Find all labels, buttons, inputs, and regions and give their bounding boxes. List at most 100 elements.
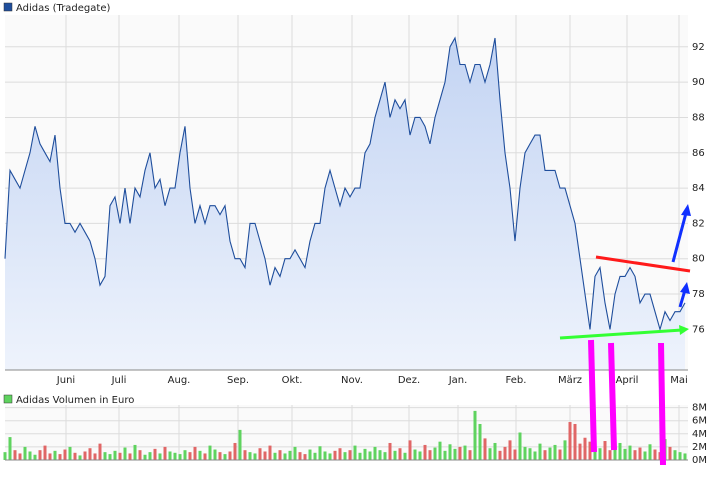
- volume-bar: [13, 450, 17, 460]
- arrow-head: [681, 204, 691, 216]
- volume-bar: [653, 449, 657, 460]
- x-tick-label: Juli: [111, 375, 127, 386]
- volume-bar: [633, 450, 637, 460]
- volume-bar: [128, 453, 132, 460]
- volume-bar: [433, 447, 437, 460]
- volume-bar: [63, 449, 67, 460]
- volume-bar: [338, 448, 342, 460]
- x-tick-label: Mai: [670, 375, 688, 386]
- y-tick-label: 4M: [692, 429, 707, 440]
- volume-bar: [553, 444, 557, 460]
- volume-bar: [408, 440, 412, 460]
- volume-bar: [533, 451, 537, 460]
- y-tick-label: 0M: [692, 455, 707, 466]
- volume-bar: [638, 447, 642, 460]
- volume-bar: [463, 445, 467, 460]
- volume-bar: [353, 445, 357, 460]
- volume-bar: [288, 450, 292, 460]
- volume-bar: [158, 453, 162, 460]
- volume-bar: [538, 443, 542, 460]
- volume-bar: [293, 446, 297, 460]
- volume-bar: [253, 453, 257, 460]
- marker-line: [608, 342, 617, 451]
- volume-bar: [518, 432, 522, 460]
- volume-bar: [548, 447, 552, 460]
- volume-bar: [93, 453, 97, 460]
- volume-bar: [173, 452, 177, 460]
- volume-bar: [628, 445, 632, 460]
- volume-bar: [343, 452, 347, 460]
- volume-bar: [113, 450, 117, 460]
- volume-bar: [403, 452, 407, 460]
- volume-bar: [83, 451, 87, 460]
- price-area: [5, 38, 685, 370]
- volume-bar: [43, 445, 47, 460]
- volume-bar: [438, 441, 442, 460]
- support-line: [559, 328, 683, 340]
- volume-bar: [333, 450, 337, 460]
- y-tick-label: 6M: [692, 416, 707, 427]
- volume-bar: [363, 448, 367, 460]
- volume-bar: [193, 446, 197, 460]
- volume-bar: [348, 450, 352, 460]
- volume-bar: [648, 444, 652, 460]
- volume-bar: [508, 440, 512, 460]
- volume-bar: [283, 453, 287, 460]
- volume-bar: [123, 447, 127, 460]
- volume-bar: [603, 441, 607, 460]
- volume-bar: [248, 452, 252, 460]
- volume-bar: [103, 452, 107, 460]
- volume-bar: [503, 446, 507, 460]
- volume-bar: [543, 450, 547, 460]
- volume-bar: [413, 449, 417, 460]
- volume-bar: [483, 438, 487, 460]
- volume-bar: [623, 448, 627, 460]
- volume-bar: [148, 452, 152, 460]
- volume-bar: [213, 449, 217, 460]
- volume-bar: [58, 454, 62, 460]
- volume-bar: [573, 423, 577, 460]
- volume-bar: [23, 446, 27, 460]
- volume-bar: [183, 450, 187, 460]
- y-tick-label: 84: [692, 183, 705, 194]
- volume-bar: [458, 446, 462, 460]
- volume-bar: [263, 451, 267, 460]
- volume-bar: [593, 445, 597, 460]
- volume-bar: [143, 454, 147, 460]
- arrow-head: [679, 325, 689, 335]
- volume-bar: [53, 450, 57, 460]
- volume-bar: [228, 451, 232, 460]
- volume-bar: [323, 451, 327, 460]
- y-tick-label: 90: [692, 77, 705, 88]
- volume-bar: [8, 437, 12, 460]
- x-tick-label: Aug.: [168, 375, 191, 386]
- volume-bar: [358, 452, 362, 460]
- y-tick-label: 86: [692, 148, 705, 159]
- volume-bar: [423, 444, 427, 460]
- volume-bar: [298, 452, 302, 460]
- volume-bar: [73, 452, 77, 460]
- volume-bar: [328, 453, 332, 460]
- y-tick-label: 2M: [692, 442, 707, 453]
- volume-bar: [388, 442, 392, 460]
- volume-bar: [368, 451, 372, 460]
- volume-bar: [153, 448, 157, 460]
- volume-bar: [198, 450, 202, 460]
- volume-bar: [33, 454, 37, 460]
- volume-bar: [598, 448, 602, 460]
- data-layer: [3, 36, 687, 460]
- y-tick-label: 80: [692, 254, 705, 265]
- volume-bar: [168, 451, 172, 460]
- volume-bar: [233, 442, 237, 460]
- legend-swatch: [3, 394, 13, 404]
- price-line: [4, 36, 686, 332]
- x-tick-label: Okt.: [282, 375, 303, 386]
- volume-bar: [673, 450, 677, 460]
- volume-bar: [243, 450, 247, 460]
- volume-bar: [563, 440, 567, 460]
- volume-bar: [98, 443, 102, 460]
- x-tick-label: Nov.: [341, 375, 363, 386]
- volume-bar: [418, 451, 422, 460]
- volume-bar: [683, 453, 687, 460]
